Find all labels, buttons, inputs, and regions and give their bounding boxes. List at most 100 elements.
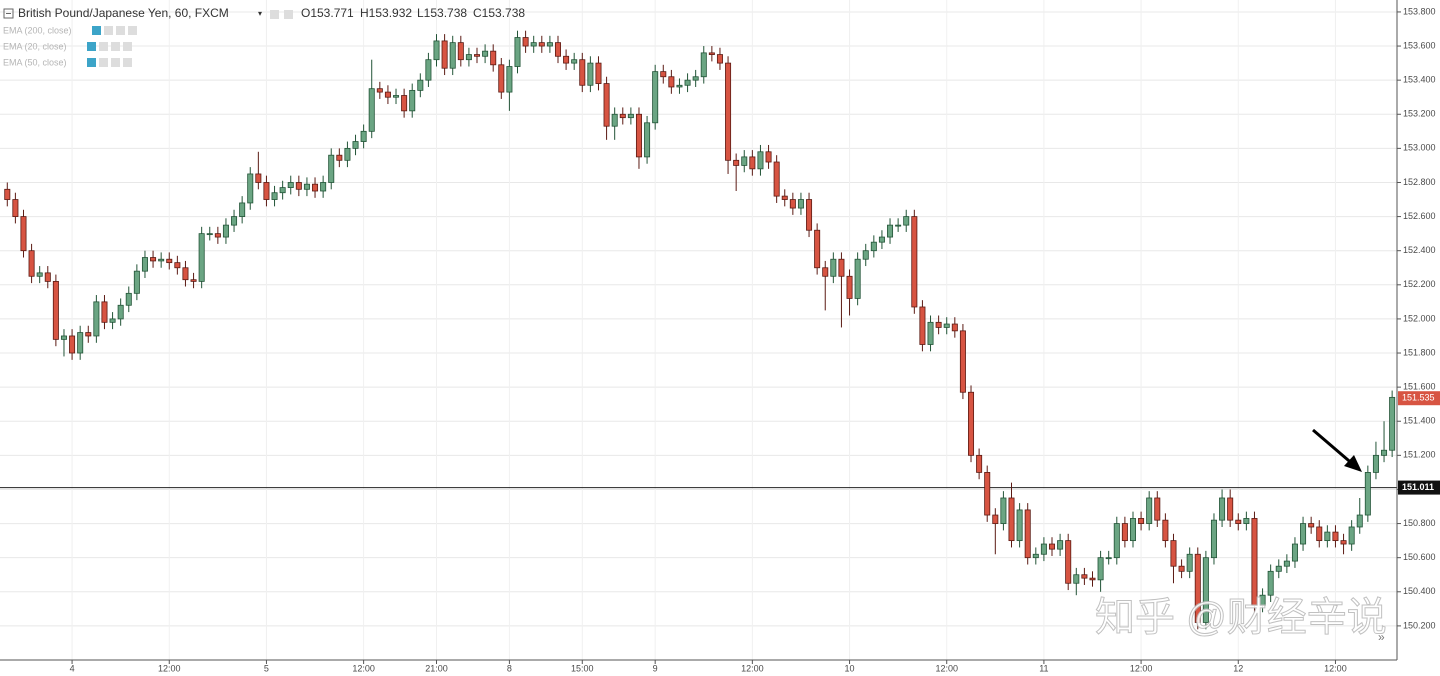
candle-body	[206, 233, 213, 236]
settings-icon[interactable]	[104, 26, 113, 35]
scroll-button[interactable]: »	[1378, 630, 1385, 644]
annotation-arrowhead	[1344, 455, 1362, 472]
x-tick-label: 4	[70, 663, 75, 673]
candle-body	[449, 42, 456, 69]
eye-icon[interactable]	[270, 10, 279, 19]
candle-body	[214, 233, 221, 238]
candle-body	[1178, 565, 1185, 572]
candle-body	[1332, 531, 1339, 542]
y-tick-label: 153.800	[1403, 6, 1436, 16]
candle-body	[425, 59, 432, 81]
symbol-title: British Pound/Japanese Yen, 60, FXCM	[18, 6, 229, 20]
candle-body	[1324, 531, 1331, 542]
settings-icon[interactable]	[99, 58, 108, 67]
candle-body	[150, 257, 157, 262]
candle-body	[773, 161, 780, 197]
candle-body	[1008, 497, 1015, 542]
ohlc-open: O153.771	[301, 6, 354, 20]
candle-body	[1186, 553, 1193, 572]
candle-body	[1267, 570, 1274, 596]
candle-body	[490, 50, 497, 66]
candle-body	[976, 454, 983, 473]
more-icon[interactable]	[111, 58, 120, 67]
eye-icon[interactable]	[87, 58, 96, 67]
y-tick-label: 150.200	[1403, 620, 1436, 630]
candle-body	[903, 216, 910, 226]
x-tick-label: 10	[845, 663, 855, 673]
eye-icon[interactable]	[87, 42, 96, 51]
candle-body	[1381, 449, 1388, 456]
candle-body	[247, 173, 254, 204]
candle-body	[158, 258, 165, 262]
candle-body	[797, 199, 804, 209]
candle-body	[1210, 519, 1217, 559]
y-tick-label: 152.400	[1403, 245, 1436, 255]
candle-body	[239, 202, 246, 217]
y-tick-label: 152.000	[1403, 313, 1436, 323]
candle-body	[1105, 557, 1112, 560]
candle-body	[352, 141, 359, 149]
candle-body	[141, 257, 148, 272]
more-icon[interactable]	[116, 26, 125, 35]
candle-body	[741, 156, 748, 166]
candle-body	[716, 54, 723, 64]
indicator-icons	[87, 26, 137, 67]
candle-body	[895, 224, 902, 227]
candle-body	[652, 71, 659, 124]
candle-body	[1146, 497, 1153, 524]
candle-body	[271, 192, 278, 200]
candle-body	[1259, 594, 1266, 606]
x-tick-label: 21:00	[425, 663, 448, 673]
collapse-icon[interactable]	[3, 8, 14, 19]
level-label-box	[1398, 480, 1440, 495]
candle-body	[1049, 543, 1056, 550]
candle-body	[401, 95, 408, 112]
indicator-label[interactable]: EMA (20, close)	[3, 41, 67, 51]
candle-body	[619, 113, 626, 119]
candle-body	[287, 182, 294, 188]
dropdown-caret[interactable]: ▾	[258, 9, 262, 18]
candle-body	[482, 50, 489, 57]
y-tick-label: 151.200	[1403, 450, 1436, 460]
candle-body	[959, 330, 966, 393]
more-icon[interactable]	[111, 42, 120, 51]
candle-body	[522, 37, 529, 47]
candle-body	[1251, 518, 1258, 606]
indicator-label[interactable]: EMA (200, close)	[3, 25, 72, 35]
candle-body	[344, 147, 351, 161]
candle-body	[1275, 565, 1282, 572]
candle-body	[1154, 497, 1161, 521]
ohlc-high: H153.932	[360, 6, 412, 20]
close-icon[interactable]	[128, 26, 137, 35]
candle-body	[506, 66, 513, 93]
candle-body	[133, 270, 140, 294]
candle-body	[1138, 518, 1145, 524]
indicator-label[interactable]: EMA (50, close)	[3, 57, 67, 67]
candle-body	[1235, 519, 1242, 524]
candle-body	[530, 42, 537, 47]
candle-body	[182, 267, 189, 281]
y-tick-label: 153.400	[1403, 75, 1436, 85]
candle-body	[101, 301, 108, 323]
last-price-label: 151.535	[1402, 393, 1435, 403]
eye-icon[interactable]	[92, 26, 101, 35]
level-label: 151.011	[1402, 482, 1434, 492]
candle-body	[295, 182, 302, 190]
candle-body	[1065, 540, 1072, 584]
candle-body	[465, 54, 472, 61]
settings-icon[interactable]	[99, 42, 108, 51]
close-icon[interactable]	[123, 42, 132, 51]
candle-body	[1283, 560, 1290, 567]
candle-body	[1243, 518, 1250, 524]
close-icon[interactable]	[123, 58, 132, 67]
candle-body	[1113, 523, 1120, 559]
candle-body	[911, 216, 918, 308]
candle-body	[433, 40, 440, 61]
candle-body	[814, 229, 821, 269]
settings-icon[interactable]	[284, 10, 293, 19]
candle-body	[668, 76, 675, 88]
candle-body	[725, 62, 732, 161]
y-tick-label: 152.800	[1403, 177, 1436, 187]
